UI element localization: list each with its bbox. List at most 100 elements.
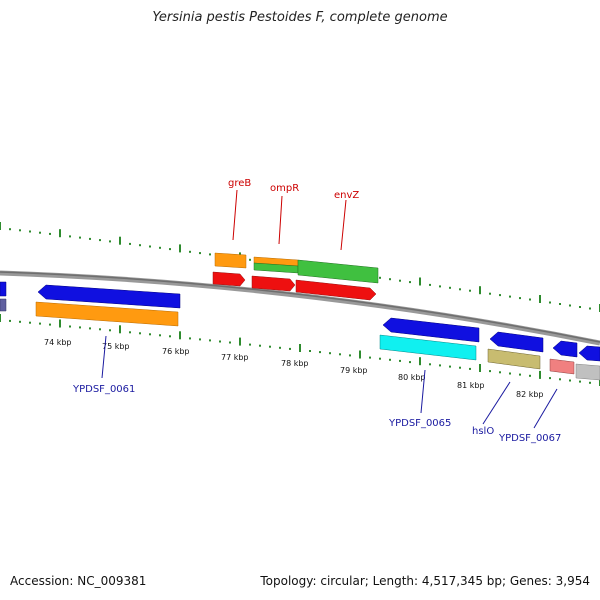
gene-right-edge-blue[interactable] [578,345,600,362]
minor-tick [39,322,41,325]
minor-tick [169,248,171,251]
minor-tick [99,328,101,331]
minor-tick [519,373,521,376]
ruler-label: 82 kbp [516,390,544,399]
leader-ompR [278,195,283,245]
minor-tick [309,350,311,352]
minor-tick [159,334,161,337]
minor-tick [49,232,51,235]
minor-tick [249,343,251,346]
minor-tick [29,230,31,233]
minor-tick [429,363,431,366]
gene-left-edge-blue[interactable] [0,281,7,297]
minor-tick [149,333,151,336]
map-title: Yersinia pestis Pestoides F, complete ge… [152,10,448,25]
minor-tick [449,365,451,368]
minor-tick [349,354,351,357]
minor-tick [409,361,411,364]
minor-tick [579,380,581,383]
minor-tick [39,231,41,234]
gene-label-YPDSF_0065[interactable]: YPDSF_0065 [388,418,451,429]
minor-tick [409,281,411,284]
minor-tick [579,306,581,308]
minor-tick [459,366,461,369]
gene-labels: greB ompR envZ YPDSF_0061 YPDSF_0065 hsl… [72,178,561,444]
minor-tick [489,292,491,295]
minor-tick [69,325,71,328]
ruler-label: 76 kbp [162,347,190,356]
major-tick [419,277,421,286]
minor-tick [399,279,401,282]
minor-tick [159,246,161,249]
ruler-label: 80 kbp [398,373,426,382]
gene-YPDSF_0067-pink[interactable] [549,358,575,375]
genome-backbone-highlight [0,271,600,343]
minor-tick [399,359,401,362]
major-tick [119,325,121,334]
gene-YPDSF_0065-blue[interactable] [382,317,480,343]
gene-YPDSF_0061-blue[interactable] [37,284,181,309]
gene-envZ-red[interactable] [295,279,377,301]
gene-greB-orange[interactable] [214,252,247,269]
minor-tick [49,323,51,326]
leader-YPDSF_0061 [101,335,107,379]
ruler-labels: 74 kbp 75 kbp 76 kbp 77 kbp 78 kbp 79 kb… [44,338,544,399]
major-tick [299,344,301,352]
minor-tick [549,377,551,380]
major-tick [239,337,241,346]
major-tick [179,244,181,253]
minor-tick [549,301,551,304]
minor-tick [199,338,201,341]
major-tick [359,350,361,359]
minor-tick [229,341,231,344]
minor-tick [339,353,341,356]
minor-tick [329,352,331,355]
minor-tick [529,298,531,301]
gene-hslO-blue[interactable] [489,331,544,353]
gene-YPDSF_0065-cyan[interactable] [379,334,477,361]
minor-tick [589,307,591,310]
minor-tick [519,297,521,300]
leader-hslO [482,381,511,425]
gene-label-greB[interactable]: greB [228,178,251,189]
minor-tick [369,356,371,359]
major-tick [0,314,1,322]
minor-tick [219,340,221,343]
minor-tick [19,229,21,232]
minor-tick [449,286,451,289]
gene-greB-red[interactable] [212,271,246,287]
leader-YPDSF_0065 [420,369,426,414]
gene-ompR-red[interactable] [251,275,296,292]
minor-tick [469,367,471,370]
minor-tick [459,288,461,291]
minor-tick [109,240,111,243]
gene-label-hslO[interactable]: hslO [472,426,494,437]
minor-tick [19,320,21,323]
minor-tick [569,379,571,382]
minor-tick [29,321,31,324]
major-tick [179,331,181,340]
gene-left-edge-slate[interactable] [0,298,7,312]
reverse-strand-track [0,281,600,381]
minor-tick [509,295,511,298]
major-tick [479,364,481,372]
accession-text: Accession: NC_009381 [10,574,147,588]
minor-tick [379,357,381,360]
gene-label-envZ[interactable]: envZ [334,190,359,201]
gene-label-ompR[interactable]: ompR [270,183,299,194]
gene-label-YPDSF_0061[interactable]: YPDSF_0061 [72,384,135,395]
gene-YPDSF_0067-blue[interactable] [552,340,578,358]
gene-label-YPDSF_0067[interactable]: YPDSF_0067 [498,433,561,444]
gene-hslO-khaki[interactable] [487,348,541,370]
minor-tick [259,344,261,347]
minor-tick [559,303,561,305]
minor-tick [499,294,501,297]
minor-tick [129,331,131,334]
forward-strand-track [212,252,379,301]
gene-YPDSF_0061-orange[interactable] [35,301,179,327]
label-leaders [101,189,558,429]
minor-tick [439,285,441,288]
minor-tick [139,244,141,247]
gene-right-edge-silver[interactable] [575,363,600,381]
gene-envZ-green[interactable] [297,259,379,284]
